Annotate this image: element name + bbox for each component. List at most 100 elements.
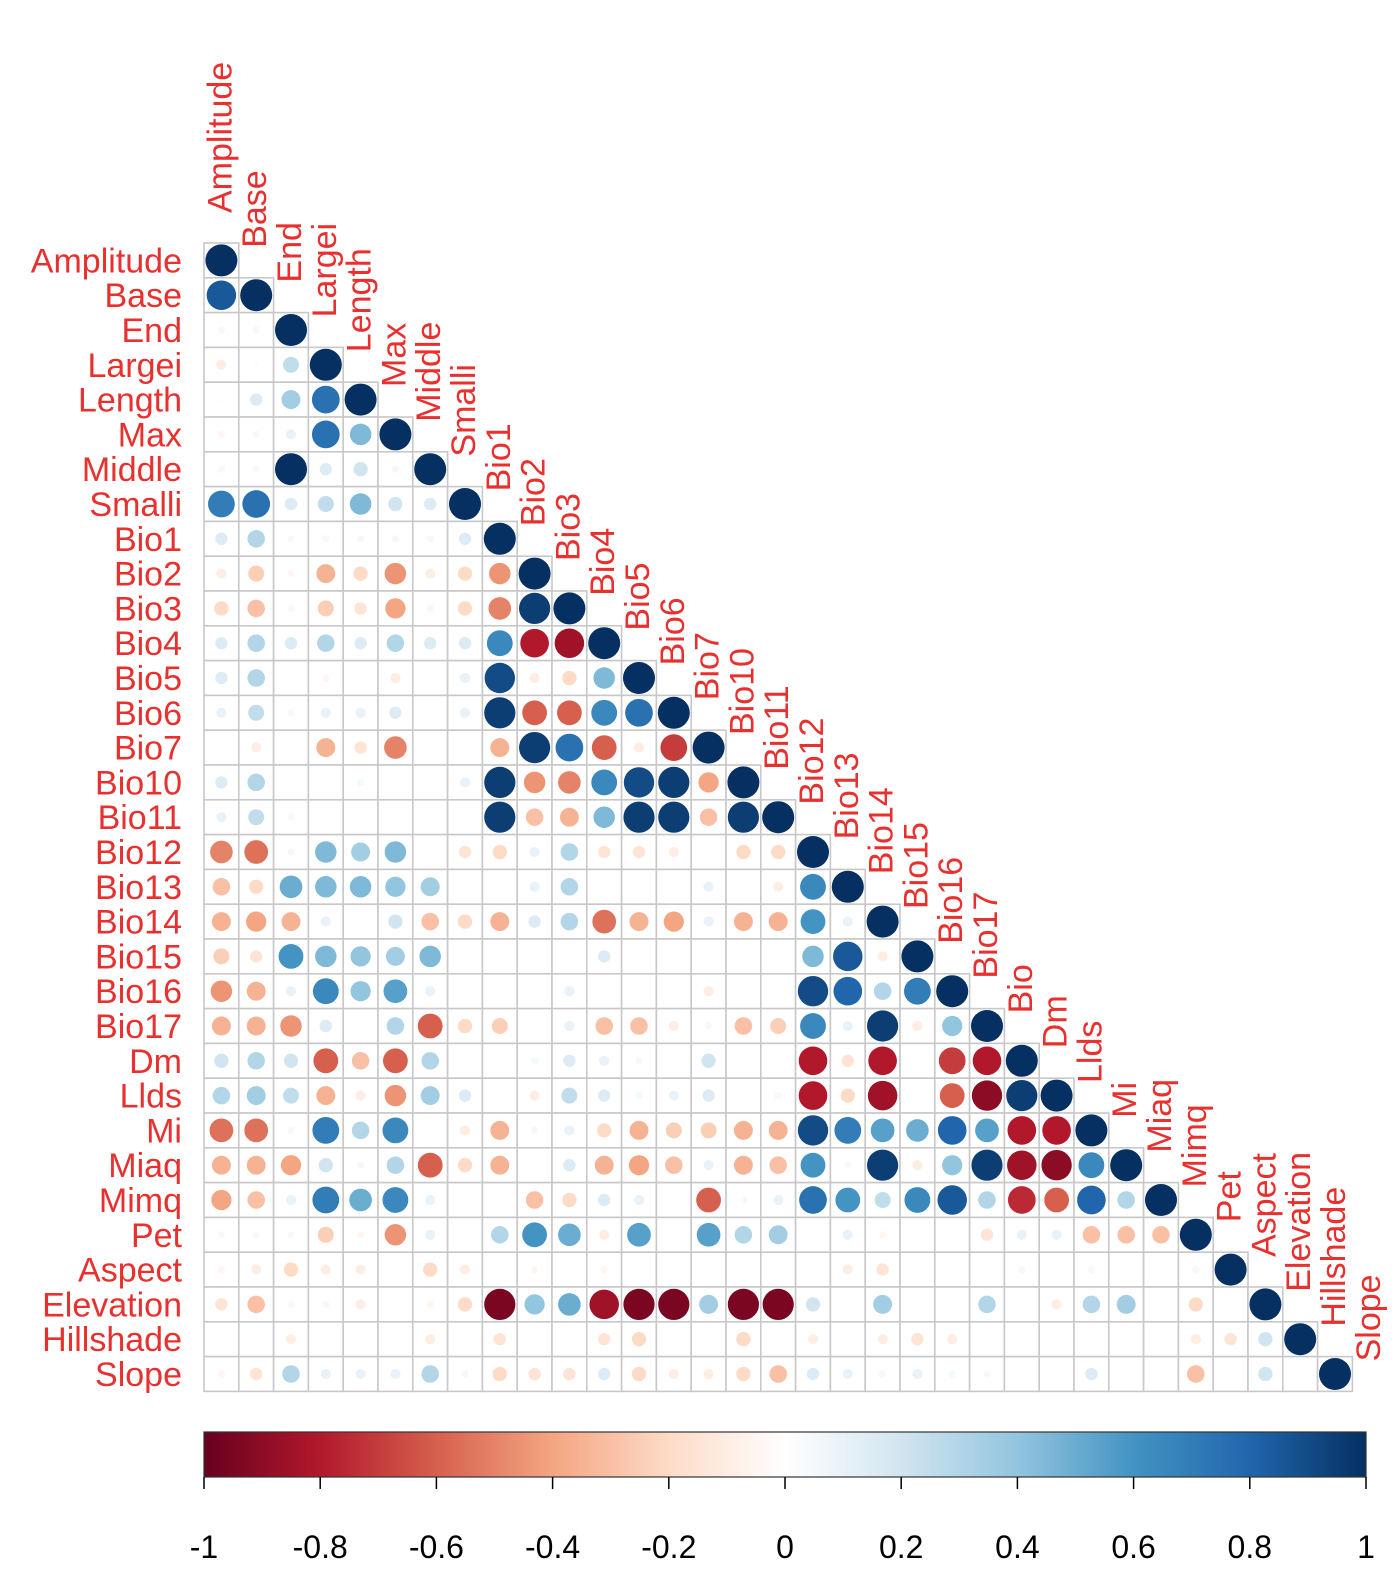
corr-circle-14-1	[251, 742, 262, 753]
corr-circle-8-6	[426, 535, 434, 543]
corr-circle-22-18	[842, 1020, 853, 1032]
cell-29-5	[377, 1251, 414, 1288]
corr-circle-15-0	[215, 776, 228, 789]
corr-circle-23-14	[701, 1053, 716, 1068]
corr-circle-18-10	[560, 878, 579, 896]
corr-circle-18-1	[249, 879, 264, 894]
corr-circle-19-7	[457, 914, 473, 929]
corr-circle-28-9	[522, 1222, 547, 1248]
corr-circle-13-13	[657, 696, 690, 729]
corr-circle-25-22	[975, 1118, 999, 1143]
corr-circle-32-21	[948, 1370, 956, 1378]
cell-31-16	[759, 1321, 797, 1358]
corr-circle-25-21	[937, 1116, 967, 1145]
corr-circle-20-2	[278, 944, 304, 969]
corr-circle-29-23	[1018, 1266, 1026, 1274]
cell-23-16	[759, 1042, 797, 1080]
corr-circle-26-15	[733, 1155, 753, 1175]
corr-circle-24-16	[774, 1092, 782, 1100]
corr-circle-26-10	[563, 1159, 576, 1172]
corr-circle-20-3	[315, 945, 337, 968]
cell-17-6	[411, 833, 449, 871]
cell-18-12	[620, 868, 658, 906]
corr-circle-10-3	[317, 600, 334, 617]
cell-29-21	[933, 1251, 971, 1288]
cell-31-25	[1073, 1321, 1110, 1358]
colorbar-tick-label: -0.8	[293, 1529, 348, 1565]
corr-circle-15-15	[727, 766, 760, 799]
corr-circle-22-13	[668, 1020, 679, 1032]
corr-circle-26-1	[246, 1155, 266, 1175]
corr-circle-3-1	[253, 362, 259, 368]
corr-circle-21-21	[936, 975, 969, 1008]
cell-30-18	[829, 1286, 867, 1323]
corr-circle-11-6	[424, 637, 437, 650]
corr-circle-26-24	[1041, 1150, 1072, 1181]
corr-circle-27-12	[633, 1194, 645, 1206]
cell-30-29	[1212, 1286, 1249, 1323]
cell-29-24	[1038, 1251, 1075, 1288]
corr-circle-16-8	[484, 801, 516, 833]
corr-circle-26-13	[665, 1156, 683, 1174]
corr-circle-13-9	[522, 700, 547, 726]
corr-circle-23-1	[247, 1052, 265, 1070]
corr-circle-16-11	[593, 806, 615, 828]
corr-circle-24-17	[798, 1081, 828, 1110]
row-label: Amplitude	[31, 242, 182, 280]
corr-circle-20-5	[385, 946, 405, 966]
corr-circle-16-15	[727, 801, 760, 833]
corr-circle-23-0	[214, 1053, 229, 1068]
cell-15-2	[272, 764, 310, 801]
column-label: Elevation	[1280, 1152, 1318, 1292]
corr-circle-26-4	[357, 1161, 365, 1169]
corr-circle-32-0	[217, 1370, 225, 1378]
corr-circle-15-4	[357, 778, 365, 786]
column-label: Bio4	[584, 528, 622, 596]
column-label: Hillshade	[1315, 1187, 1353, 1327]
corr-circle-27-20	[904, 1187, 931, 1213]
cell-12-2	[272, 659, 310, 697]
row-label: Bio12	[95, 834, 182, 872]
corr-circle-7-6	[424, 497, 437, 511]
corr-circle-5-5	[379, 418, 412, 451]
corr-circle-24-21	[939, 1083, 965, 1108]
corr-circle-27-17	[799, 1186, 827, 1214]
corr-circle-21-18	[833, 976, 863, 1006]
corr-circle-20-11	[598, 950, 611, 963]
corr-circle-21-6	[425, 986, 436, 997]
corr-circle-26-7	[457, 1158, 473, 1173]
cell-20-14	[690, 938, 727, 975]
corr-circle-5-3	[311, 420, 340, 449]
corr-circle-28-10	[558, 1223, 581, 1247]
row-label: Bio1	[114, 521, 182, 559]
cell-31-14	[690, 1321, 727, 1358]
cell-29-20	[899, 1251, 936, 1288]
column-label: Pet	[1211, 1171, 1249, 1223]
cell-22-4	[342, 1007, 379, 1045]
corr-circle-32-16	[769, 1365, 787, 1383]
cell-20-7	[446, 938, 484, 975]
corr-circle-24-19	[867, 1080, 898, 1111]
corr-circle-18-17	[800, 873, 826, 900]
corr-circle-25-9	[531, 1126, 539, 1134]
row-label: Length	[78, 382, 182, 420]
corr-circle-12-11	[593, 667, 615, 689]
corr-circle-11-3	[317, 634, 335, 652]
column-label: Bio12	[793, 718, 831, 805]
corr-circle-27-15	[739, 1196, 747, 1204]
colorbar-tick-label: 0	[776, 1529, 794, 1565]
corr-circle-22-19	[867, 1010, 899, 1042]
corr-circle-28-26	[1117, 1226, 1135, 1244]
corr-circle-3-2	[283, 356, 299, 373]
cell-28-21	[933, 1216, 971, 1254]
corr-circle-23-21	[938, 1047, 966, 1075]
cell-3-1	[238, 346, 275, 383]
cell-29-8	[481, 1251, 518, 1288]
cell-29-16	[759, 1251, 797, 1288]
cell-14-7	[446, 729, 484, 766]
corr-circle-26-12	[628, 1155, 650, 1176]
corr-circle-30-2	[287, 1300, 295, 1308]
corr-circle-23-6	[421, 1052, 439, 1070]
column-label: Slope	[1350, 1274, 1388, 1361]
corr-circle-30-28	[1188, 1297, 1203, 1312]
